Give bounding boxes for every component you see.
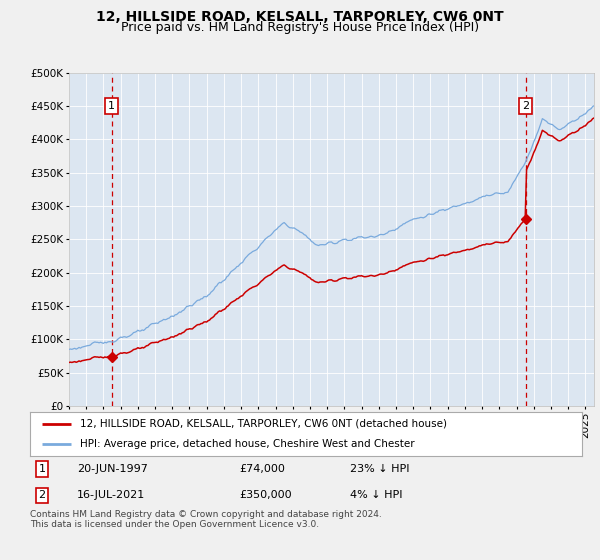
Text: Price paid vs. HM Land Registry's House Price Index (HPI): Price paid vs. HM Land Registry's House … [121, 21, 479, 34]
Text: 4% ↓ HPI: 4% ↓ HPI [350, 491, 403, 501]
Text: 1: 1 [108, 101, 115, 111]
Text: 12, HILLSIDE ROAD, KELSALL, TARPORLEY, CW6 0NT (detached house): 12, HILLSIDE ROAD, KELSALL, TARPORLEY, C… [80, 419, 446, 429]
Text: HPI: Average price, detached house, Cheshire West and Chester: HPI: Average price, detached house, Ches… [80, 439, 415, 449]
Text: 23% ↓ HPI: 23% ↓ HPI [350, 464, 410, 474]
Text: 1: 1 [38, 464, 46, 474]
Text: 20-JUN-1997: 20-JUN-1997 [77, 464, 148, 474]
Text: £350,000: £350,000 [240, 491, 292, 501]
Text: Contains HM Land Registry data © Crown copyright and database right 2024.
This d: Contains HM Land Registry data © Crown c… [30, 510, 382, 529]
Text: 2: 2 [522, 101, 529, 111]
Text: 16-JUL-2021: 16-JUL-2021 [77, 491, 145, 501]
Text: 2: 2 [38, 491, 46, 501]
Text: 12, HILLSIDE ROAD, KELSALL, TARPORLEY, CW6 0NT: 12, HILLSIDE ROAD, KELSALL, TARPORLEY, C… [96, 10, 504, 24]
Text: £74,000: £74,000 [240, 464, 286, 474]
